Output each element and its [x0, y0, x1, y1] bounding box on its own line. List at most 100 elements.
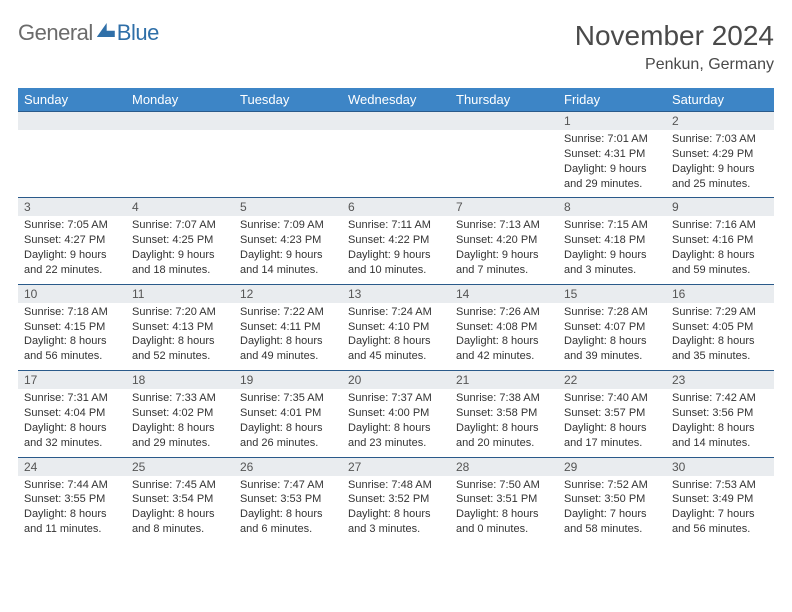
daylight-line: Daylight: 8 hours and 20 minutes. [456, 421, 552, 451]
sunset-line: Sunset: 4:10 PM [348, 320, 444, 335]
sunrise-line: Sunrise: 7:40 AM [564, 391, 660, 406]
daylight-line: Daylight: 8 hours and 6 minutes. [240, 507, 336, 537]
daylight-line: Daylight: 9 hours and 3 minutes. [564, 248, 660, 278]
day-info-cell: Sunrise: 7:47 AMSunset: 3:53 PMDaylight:… [234, 476, 342, 543]
header: General Blue November 2024 Penkun, Germa… [18, 20, 774, 74]
sunset-line: Sunset: 4:18 PM [564, 233, 660, 248]
sunset-line: Sunset: 4:02 PM [132, 406, 228, 421]
day-info-cell: Sunrise: 7:35 AMSunset: 4:01 PMDaylight:… [234, 389, 342, 457]
daylight-line: Daylight: 8 hours and 26 minutes. [240, 421, 336, 451]
day-info-cell: Sunrise: 7:53 AMSunset: 3:49 PMDaylight:… [666, 476, 774, 543]
sunset-line: Sunset: 3:50 PM [564, 492, 660, 507]
sunset-line: Sunset: 4:05 PM [672, 320, 768, 335]
weekday-header: Tuesday [234, 88, 342, 112]
day-info-cell: Sunrise: 7:07 AMSunset: 4:25 PMDaylight:… [126, 216, 234, 284]
sunrise-line: Sunrise: 7:24 AM [348, 305, 444, 320]
daylight-line: Daylight: 7 hours and 58 minutes. [564, 507, 660, 537]
sunset-line: Sunset: 4:13 PM [132, 320, 228, 335]
daylight-line: Daylight: 8 hours and 11 minutes. [24, 507, 120, 537]
sunrise-line: Sunrise: 7:29 AM [672, 305, 768, 320]
day-info-row: Sunrise: 7:44 AMSunset: 3:55 PMDaylight:… [18, 476, 774, 543]
sunset-line: Sunset: 4:07 PM [564, 320, 660, 335]
calendar-page: General Blue November 2024 Penkun, Germa… [0, 0, 792, 553]
sunset-line: Sunset: 4:25 PM [132, 233, 228, 248]
sunset-line: Sunset: 4:08 PM [456, 320, 552, 335]
sunrise-line: Sunrise: 7:52 AM [564, 478, 660, 493]
day-number-row: 24252627282930 [18, 457, 774, 476]
day-number-cell [126, 112, 234, 131]
sunrise-line: Sunrise: 7:50 AM [456, 478, 552, 493]
sunset-line: Sunset: 3:51 PM [456, 492, 552, 507]
day-number-cell: 29 [558, 457, 666, 476]
day-number-cell: 11 [126, 284, 234, 303]
location-label: Penkun, Germany [575, 56, 774, 74]
day-number-cell: 12 [234, 284, 342, 303]
sunrise-line: Sunrise: 7:20 AM [132, 305, 228, 320]
sunset-line: Sunset: 4:04 PM [24, 406, 120, 421]
sunrise-line: Sunrise: 7:37 AM [348, 391, 444, 406]
day-info-cell: Sunrise: 7:01 AMSunset: 4:31 PMDaylight:… [558, 130, 666, 198]
sunrise-line: Sunrise: 7:31 AM [24, 391, 120, 406]
day-number-cell [342, 112, 450, 131]
sunrise-line: Sunrise: 7:33 AM [132, 391, 228, 406]
daylight-line: Daylight: 8 hours and 23 minutes. [348, 421, 444, 451]
day-number-cell: 7 [450, 198, 558, 217]
day-number-cell: 4 [126, 198, 234, 217]
day-info-row: Sunrise: 7:31 AMSunset: 4:04 PMDaylight:… [18, 389, 774, 457]
daylight-line: Daylight: 9 hours and 29 minutes. [564, 162, 660, 192]
sunset-line: Sunset: 4:00 PM [348, 406, 444, 421]
day-info-cell: Sunrise: 7:05 AMSunset: 4:27 PMDaylight:… [18, 216, 126, 284]
day-info-cell: Sunrise: 7:16 AMSunset: 4:16 PMDaylight:… [666, 216, 774, 284]
sunrise-line: Sunrise: 7:16 AM [672, 218, 768, 233]
day-info-cell: Sunrise: 7:22 AMSunset: 4:11 PMDaylight:… [234, 303, 342, 371]
sunset-line: Sunset: 3:52 PM [348, 492, 444, 507]
day-info-cell: Sunrise: 7:31 AMSunset: 4:04 PMDaylight:… [18, 389, 126, 457]
day-info-cell [126, 130, 234, 198]
day-number-cell: 9 [666, 198, 774, 217]
day-number-cell [18, 112, 126, 131]
day-number-cell: 8 [558, 198, 666, 217]
day-info-cell: Sunrise: 7:33 AMSunset: 4:02 PMDaylight:… [126, 389, 234, 457]
daylight-line: Daylight: 8 hours and 42 minutes. [456, 334, 552, 364]
day-number-cell: 25 [126, 457, 234, 476]
day-info-cell: Sunrise: 7:42 AMSunset: 3:56 PMDaylight:… [666, 389, 774, 457]
sunrise-line: Sunrise: 7:11 AM [348, 218, 444, 233]
calendar-body: 12 Sunrise: 7:01 AMSunset: 4:31 PMDaylig… [18, 112, 774, 543]
daylight-line: Daylight: 8 hours and 29 minutes. [132, 421, 228, 451]
day-info-cell: Sunrise: 7:40 AMSunset: 3:57 PMDaylight:… [558, 389, 666, 457]
weekday-header: Sunday [18, 88, 126, 112]
weekday-header-row: Sunday Monday Tuesday Wednesday Thursday… [18, 88, 774, 112]
sunrise-line: Sunrise: 7:18 AM [24, 305, 120, 320]
sunrise-line: Sunrise: 7:28 AM [564, 305, 660, 320]
sunrise-line: Sunrise: 7:07 AM [132, 218, 228, 233]
day-info-cell: Sunrise: 7:24 AMSunset: 4:10 PMDaylight:… [342, 303, 450, 371]
day-info-cell: Sunrise: 7:48 AMSunset: 3:52 PMDaylight:… [342, 476, 450, 543]
sunrise-line: Sunrise: 7:01 AM [564, 132, 660, 147]
day-info-cell: Sunrise: 7:26 AMSunset: 4:08 PMDaylight:… [450, 303, 558, 371]
month-title: November 2024 [575, 20, 774, 52]
sunset-line: Sunset: 3:54 PM [132, 492, 228, 507]
day-number-cell: 2 [666, 112, 774, 131]
daylight-line: Daylight: 8 hours and 35 minutes. [672, 334, 768, 364]
sunrise-line: Sunrise: 7:13 AM [456, 218, 552, 233]
day-number-cell: 24 [18, 457, 126, 476]
daylight-line: Daylight: 8 hours and 59 minutes. [672, 248, 768, 278]
daylight-line: Daylight: 8 hours and 56 minutes. [24, 334, 120, 364]
day-info-cell: Sunrise: 7:11 AMSunset: 4:22 PMDaylight:… [342, 216, 450, 284]
sunrise-line: Sunrise: 7:09 AM [240, 218, 336, 233]
sunrise-line: Sunrise: 7:47 AM [240, 478, 336, 493]
daylight-line: Daylight: 8 hours and 8 minutes. [132, 507, 228, 537]
day-number-cell [450, 112, 558, 131]
day-info-cell [18, 130, 126, 198]
daylight-line: Daylight: 8 hours and 32 minutes. [24, 421, 120, 451]
sunset-line: Sunset: 4:22 PM [348, 233, 444, 248]
day-info-cell: Sunrise: 7:09 AMSunset: 4:23 PMDaylight:… [234, 216, 342, 284]
daylight-line: Daylight: 9 hours and 14 minutes. [240, 248, 336, 278]
day-info-cell: Sunrise: 7:45 AMSunset: 3:54 PMDaylight:… [126, 476, 234, 543]
day-number-cell: 30 [666, 457, 774, 476]
day-number-row: 17181920212223 [18, 371, 774, 390]
sunset-line: Sunset: 4:11 PM [240, 320, 336, 335]
sunrise-line: Sunrise: 7:45 AM [132, 478, 228, 493]
day-info-cell: Sunrise: 7:37 AMSunset: 4:00 PMDaylight:… [342, 389, 450, 457]
sunrise-line: Sunrise: 7:53 AM [672, 478, 768, 493]
